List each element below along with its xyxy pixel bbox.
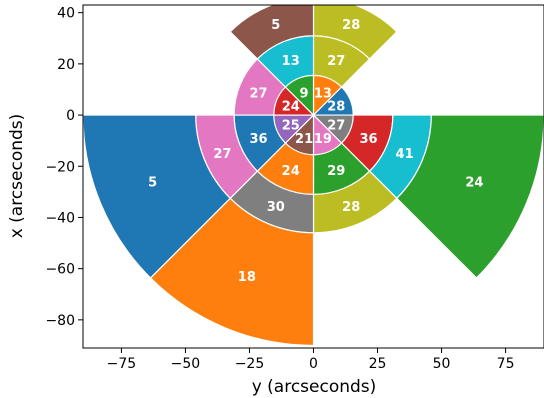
sector-label-13: 27 [249,86,267,101]
x-tick-label-5: 50 [433,356,451,372]
sector-label-4: 21 [295,132,313,147]
x-tick-label-3: 0 [309,356,318,372]
x-tick-label-4: 25 [369,356,387,372]
sector-label-11: 24 [282,164,300,179]
sector-label-18: 30 [267,200,285,215]
y-axis: −80 −60 −40 −20 0 20 40 [45,6,83,329]
x-axis-label: y (arcseconds) [252,377,377,397]
sector-label-22: 18 [238,270,256,285]
sector-label-0: 13 [314,86,332,101]
sector-label-layer: 1328271921252492736292436271328412830275… [148,18,483,285]
sector-label-2: 27 [327,118,345,133]
sector-layer [83,5,544,347]
x-tick-label-1: −50 [171,356,201,372]
y-tick-label-4: 0 [66,108,75,124]
y-axis-label: x (arcseconds) [7,114,27,239]
sector-label-21: 24 [465,176,483,191]
sector-15 [312,5,398,60]
sector-label-9: 36 [359,132,377,147]
x-tick-label-2: −25 [235,356,265,372]
sector-label-14: 13 [282,54,300,69]
sector-label-19: 27 [213,147,231,162]
y-tick-label-1: −60 [45,262,75,278]
sector-label-16: 41 [396,147,414,162]
x-axis: −75 −50 −25 0 25 50 75 [107,348,515,372]
sector-label-10: 29 [327,164,345,179]
sector-label-23: 5 [148,176,157,191]
sector-label-6: 24 [282,100,300,115]
y-tick-label-2: −40 [45,210,75,226]
sector-label-20: 5 [271,18,280,33]
sector-label-1: 28 [327,100,345,115]
sector-label-12: 36 [249,132,267,147]
y-tick-label-3: −20 [45,159,75,175]
x-tick-label-6: 75 [497,356,515,372]
y-tick-label-0: −80 [45,313,75,329]
x-tick-label-0: −75 [107,356,137,372]
y-tick-label-5: 20 [57,57,75,73]
sector-label-15: 28 [342,18,360,33]
sector-label-8: 27 [327,54,345,69]
sector-label-17: 28 [342,200,360,215]
sector-label-5: 25 [282,118,300,133]
sector-21 [395,114,544,279]
sector-label-7: 9 [300,86,309,101]
y-tick-label-6: 40 [57,6,75,22]
sector-label-3: 19 [314,132,332,147]
sector-20 [229,5,315,60]
